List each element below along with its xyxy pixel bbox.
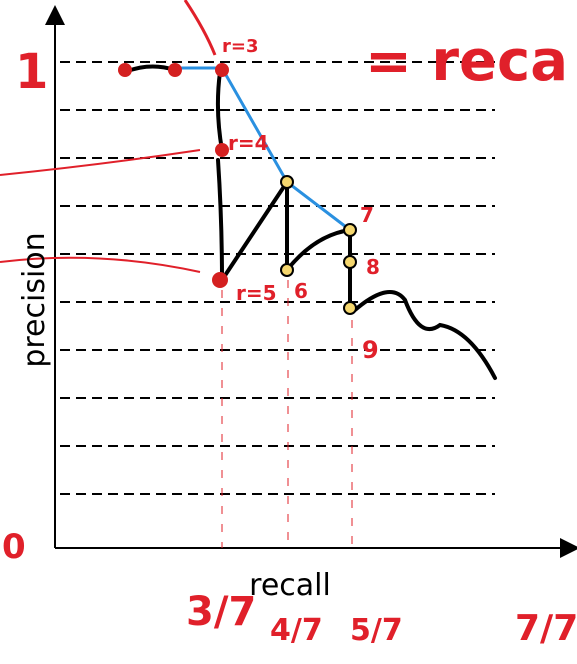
relevant-point — [212, 272, 228, 288]
nonrelevant-point — [281, 264, 293, 276]
grid — [60, 62, 495, 494]
annotation-arrow — [0, 150, 200, 175]
nonrelevant-point — [344, 224, 356, 236]
annotation: 0 — [2, 527, 26, 567]
relevant-point — [215, 63, 229, 77]
annotation: 8 — [366, 255, 380, 279]
y-axis-label: precision — [17, 232, 52, 367]
annotation: = reca — [365, 29, 568, 94]
points — [118, 63, 356, 314]
nonrelevant-point — [281, 176, 293, 188]
x-axis-label: recall — [249, 568, 331, 603]
relevant-point — [168, 63, 182, 77]
annotation: 3/7 — [186, 589, 256, 635]
annotation: r=5 — [236, 281, 277, 305]
sketch-stroke — [355, 292, 495, 378]
nonrelevant-point — [344, 256, 356, 268]
annotation: r=3 — [222, 36, 258, 57]
sketch-stroke — [287, 230, 350, 270]
nonrelevant-point — [344, 302, 356, 314]
sketch-stroke — [125, 66, 175, 72]
annotation-arrow — [185, 0, 215, 55]
page: precision recall 1 0 = reca r=3 r=4 r=5 … — [0, 0, 577, 664]
relevant-point — [215, 143, 229, 157]
annotation: 5/7 — [350, 613, 403, 648]
annotation: r=4 — [228, 131, 269, 155]
sketch-stroke — [218, 160, 222, 280]
annotation: 7 — [360, 203, 374, 227]
sketch — [125, 66, 495, 378]
annotation: 1 — [15, 44, 48, 100]
annotation: 4/7 — [270, 613, 323, 648]
pr-chart: precision recall 1 0 = reca r=3 r=4 r=5 … — [0, 0, 577, 664]
annotation: 6 — [294, 279, 308, 303]
relevant-point — [118, 63, 132, 77]
annotation: 7/7 — [515, 608, 577, 649]
annotation: 9 — [362, 336, 379, 364]
sketch-stroke — [222, 182, 287, 280]
